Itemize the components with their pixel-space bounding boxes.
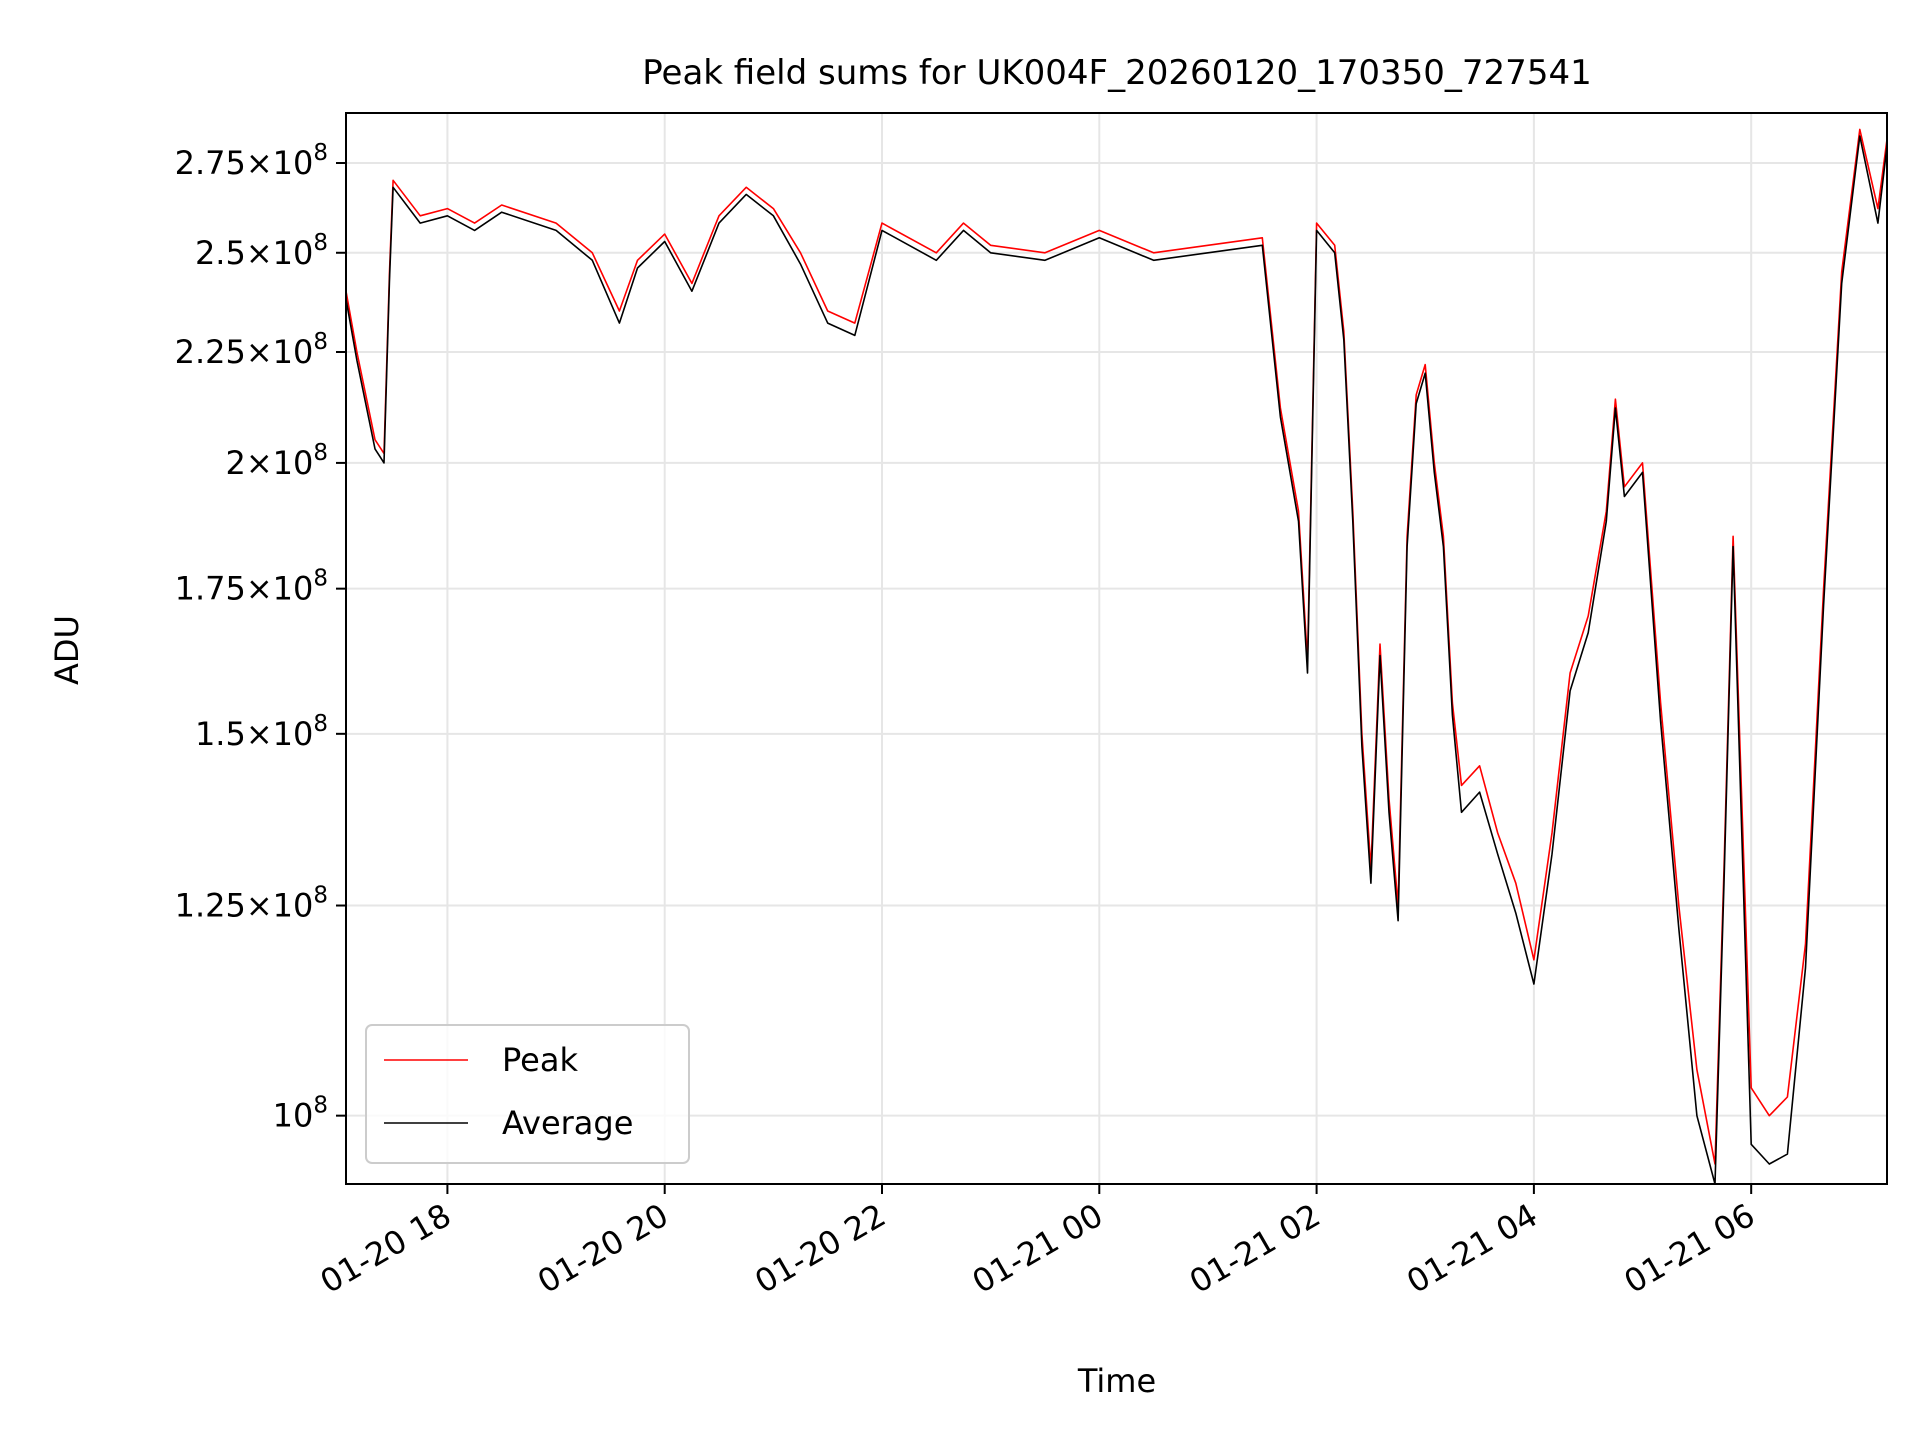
y-tick-label: 1.25×108 (175, 883, 328, 925)
y-tick-label: 1.75×108 (175, 566, 328, 608)
series-layer (345, 128, 1888, 1185)
y-tick-label: 1.5×108 (195, 711, 328, 753)
legend-label-peak: Peak (502, 1041, 578, 1079)
legend-label-average: Average (502, 1104, 633, 1142)
y-tick-label: 108 (273, 1093, 328, 1135)
y-tick-label: 2.5×108 (195, 230, 328, 272)
y-axis-label: ADU (48, 615, 86, 685)
y-tick-label: 2.75×108 (175, 140, 328, 182)
x-axis-label: Time (1077, 1362, 1156, 1400)
chart-title: Peak field sums for UK004F_20260120_1703… (642, 53, 1591, 93)
y-tick-label: 2×108 (225, 440, 328, 482)
plot-frame (345, 112, 1888, 1185)
series-line-average (345, 135, 1888, 1185)
y-tick-label: 2.25×108 (175, 329, 328, 371)
legend: Peak Average (365, 1024, 690, 1164)
